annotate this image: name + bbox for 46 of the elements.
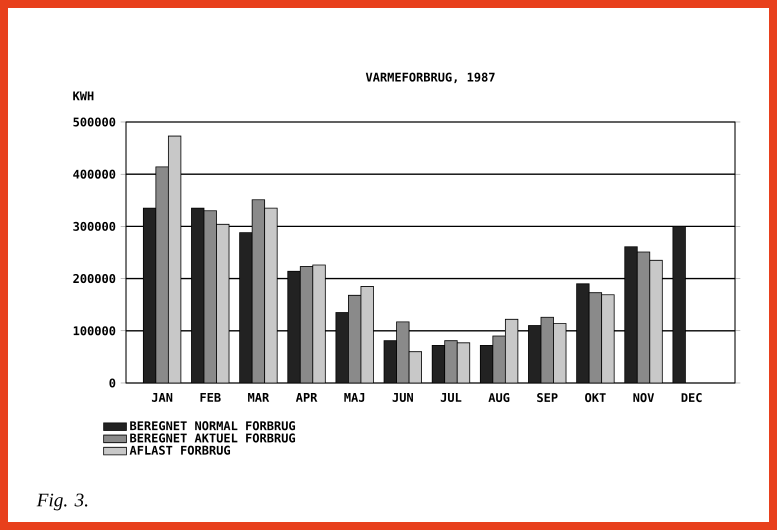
y-tick-label: 500000 bbox=[73, 117, 116, 127]
y-tick-label: 200000 bbox=[73, 274, 116, 284]
x-tick-label: MAR bbox=[248, 393, 270, 402]
bar bbox=[456, 342, 470, 383]
y-tick-label: 0 bbox=[109, 378, 116, 388]
y-axis-title: KWH bbox=[73, 92, 94, 100]
legend-label: AFLAST FORBRUG bbox=[130, 446, 230, 455]
x-tick-label: OKT bbox=[585, 393, 606, 402]
bar bbox=[480, 345, 494, 383]
y-tick-label: 300000 bbox=[73, 222, 116, 231]
chart-title: VARMEFORBRUG, 1987 bbox=[366, 72, 495, 84]
bar bbox=[504, 318, 518, 383]
x-tick-label: DEC bbox=[682, 393, 702, 402]
bar bbox=[624, 246, 638, 383]
caption: Fig. 3. bbox=[36, 494, 88, 510]
bar bbox=[168, 136, 182, 383]
x-tick-label: MAJ bbox=[344, 393, 364, 402]
x-tick-label: AUG bbox=[488, 393, 510, 402]
bar bbox=[287, 270, 301, 383]
x-tick-label: SEP bbox=[537, 393, 558, 402]
y-tick-label: 100000 bbox=[74, 326, 116, 336]
bar bbox=[239, 232, 253, 383]
x-tick-label: JAN bbox=[152, 393, 172, 402]
bar bbox=[432, 345, 446, 383]
bar bbox=[264, 208, 278, 383]
x-tick-label: NOV bbox=[633, 393, 654, 402]
bar bbox=[384, 340, 397, 383]
bar bbox=[576, 283, 590, 383]
bar bbox=[649, 260, 663, 383]
bar bbox=[216, 224, 230, 383]
bar bbox=[191, 208, 204, 383]
x-tick-label: APR bbox=[296, 393, 318, 402]
x-tick-label: JUL bbox=[440, 393, 462, 402]
bar bbox=[336, 312, 349, 383]
legend-label: BEREGNET AKTUEL FORBRUG bbox=[130, 433, 296, 442]
bar bbox=[142, 208, 156, 383]
x-tick-label: JUN bbox=[392, 393, 413, 402]
x-tick-label: FEB bbox=[200, 393, 221, 402]
legend-label: BEREGNET NORMAL FORBRUG bbox=[130, 421, 296, 430]
bar bbox=[312, 264, 326, 383]
bar bbox=[360, 286, 374, 383]
bar bbox=[528, 325, 542, 383]
y-tick-label: 400000 bbox=[73, 170, 116, 179]
bar bbox=[553, 323, 566, 383]
bar bbox=[672, 226, 686, 383]
bar bbox=[601, 294, 615, 383]
